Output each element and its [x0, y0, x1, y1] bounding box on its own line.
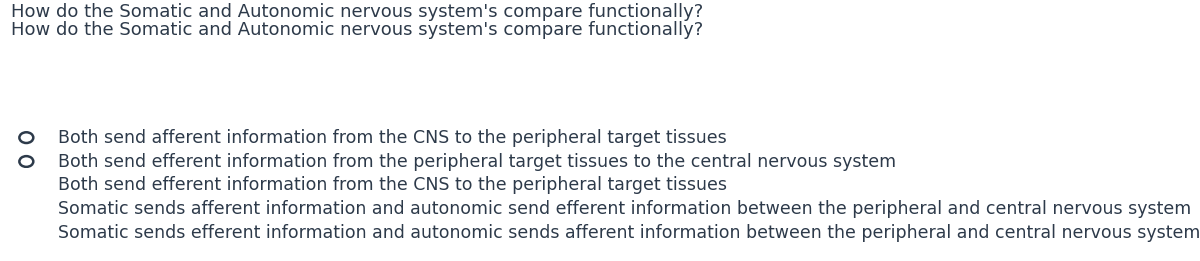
Ellipse shape	[19, 180, 34, 191]
Text: Both send afferent information from the CNS to the peripheral target tissues: Both send afferent information from the …	[58, 129, 727, 147]
Text: Both send efferent information from the CNS to the peripheral target tissues: Both send efferent information from the …	[58, 176, 727, 194]
Ellipse shape	[19, 204, 34, 215]
Text: How do the Somatic and Autonomic nervous system's compare functionally?: How do the Somatic and Autonomic nervous…	[11, 21, 703, 39]
Text: Both send efferent information from the peripheral target tissues to the central: Both send efferent information from the …	[58, 152, 896, 170]
Ellipse shape	[19, 156, 34, 167]
Ellipse shape	[19, 228, 34, 239]
Text: How do the Somatic and Autonomic nervous system's compare functionally?: How do the Somatic and Autonomic nervous…	[11, 3, 703, 21]
Ellipse shape	[19, 132, 34, 143]
Text: Somatic sends afferent information and autonomic send efferent information betwe: Somatic sends afferent information and a…	[58, 200, 1192, 218]
Text: Somatic sends efferent information and autonomic sends afferent information betw: Somatic sends efferent information and a…	[58, 224, 1200, 242]
